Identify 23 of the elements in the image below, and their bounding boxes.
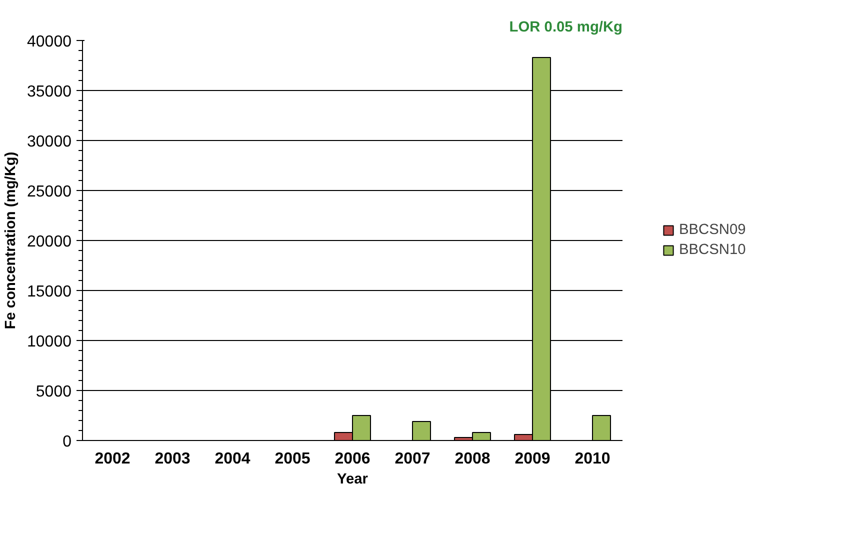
x-tick-label: 2008: [454, 450, 490, 468]
x-tick-label: 2002: [94, 450, 130, 468]
y-tick-label: 20000: [27, 234, 72, 250]
text: LOR 0.05 mg/Kg: [509, 20, 623, 36]
y-tick-label: 15000: [27, 284, 72, 300]
x-tick-label: 2009: [514, 450, 550, 468]
y-tick-label: 10000: [27, 334, 72, 350]
x-axis-title: Year: [337, 472, 368, 488]
y-tick-label: 0: [62, 434, 72, 450]
legend-label: BBCSN10: [679, 242, 746, 258]
x-tick-label: 2004: [214, 450, 250, 468]
y-tick-label: 25000: [27, 184, 72, 200]
y-tick-label: 30000: [27, 134, 72, 150]
y-axis-title: Fe concentration (mg/Kg): [3, 152, 20, 330]
y-tick-label: 5000: [36, 384, 72, 400]
x-tick-label: 2006: [334, 450, 370, 468]
x-tick-label: 2007: [394, 450, 430, 468]
x-tick-label: 2003: [154, 450, 190, 468]
x-tick-label: 2005: [274, 450, 310, 468]
y-tick-label: 40000: [27, 34, 72, 50]
x-tick-label: 2010: [574, 450, 610, 468]
y-tick-label: 35000: [27, 84, 72, 100]
legend-label: BBCSN09: [679, 222, 746, 238]
